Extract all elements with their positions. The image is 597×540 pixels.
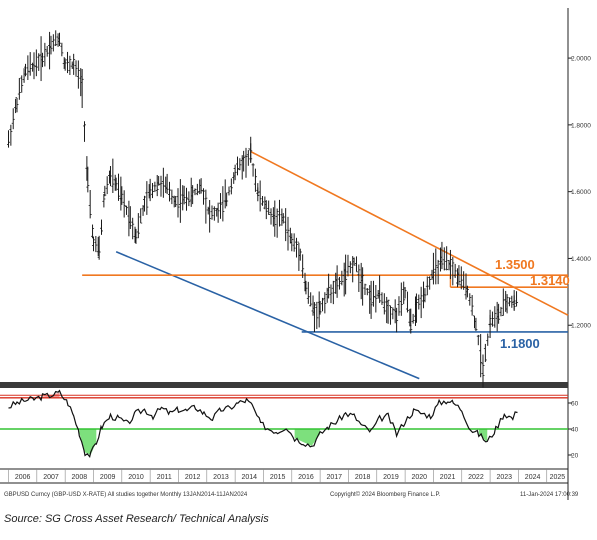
- year-axis: 2006 2007 2008 2009 2010 2011 2012 2013 2014 2015…: [8, 469, 565, 483]
- year-tick-label: 2016: [298, 474, 314, 481]
- oscillator-fill-region: [294, 429, 321, 446]
- price-tick-label: 1.6000: [571, 189, 591, 196]
- price-tick-label: 1.8000: [571, 122, 591, 129]
- year-tick-label: 2008: [72, 474, 88, 481]
- level-label: 1.1800: [500, 336, 540, 351]
- year-tick-label: 2024: [525, 474, 541, 481]
- panel-separator: [0, 382, 568, 388]
- source-note: Source: SG Cross Asset Research/ Technic…: [4, 513, 269, 525]
- year-tick-label: 2018: [355, 474, 371, 481]
- year-tick-label: 2009: [100, 474, 116, 481]
- year-tick-label: 2015: [270, 474, 286, 481]
- price-panel: [0, 8, 568, 382]
- price-tick-label: 1.2000: [571, 323, 591, 330]
- year-tick-label: 2011: [157, 474, 172, 481]
- level-label: 1.3500: [495, 257, 535, 272]
- year-tick-label: 2025: [550, 474, 566, 481]
- price-tick-label: 2.0000: [571, 56, 591, 63]
- year-tick-label: 2012: [185, 474, 201, 481]
- year-tick-label: 2013: [213, 474, 229, 481]
- bloomberg-copyright: Copyright© 2024 Bloomberg Finance L.P.: [330, 491, 441, 498]
- year-tick-label: 2023: [496, 474, 512, 481]
- oscillator-tick-label: 20: [571, 453, 579, 460]
- trendlines: [82, 150, 569, 380]
- oscillator-line: [8, 389, 518, 459]
- price-tick-label: 1.4000: [571, 256, 591, 263]
- year-tick-label: 2006: [15, 474, 31, 481]
- oscillator-y-axis: 60 40 20: [568, 401, 579, 460]
- year-tick-label: 2019: [383, 474, 399, 481]
- year-tick-label: 2007: [43, 474, 59, 481]
- price-bars: [6, 30, 519, 388]
- level-label: 1.3140: [530, 273, 570, 288]
- oscillator-tick-label: 60: [571, 401, 579, 408]
- oscillator-tick-label: 40: [571, 427, 579, 434]
- trendline: [115, 251, 420, 380]
- year-tick-label: 2010: [128, 474, 144, 481]
- year-tick-label: 2017: [326, 474, 342, 481]
- year-tick-label: 2021: [440, 474, 456, 481]
- year-tick-label: 2020: [411, 474, 427, 481]
- oscillator-fill-region: [478, 429, 488, 442]
- oscillator-fills: [42, 392, 488, 455]
- bloomberg-timestamp: 11-Jan-2024 17:00:39: [520, 492, 579, 498]
- bloomberg-study-label: GBPUSD Curncy (GBP-USD X-RATE) All studi…: [4, 492, 248, 498]
- year-tick-label: 2014: [242, 474, 258, 481]
- oscillator-levels: [0, 394, 568, 430]
- price-y-axis: 2.0000 1.8000 1.6000 1.4000 1.2000: [568, 56, 591, 330]
- year-tick-label: 2022: [468, 474, 484, 481]
